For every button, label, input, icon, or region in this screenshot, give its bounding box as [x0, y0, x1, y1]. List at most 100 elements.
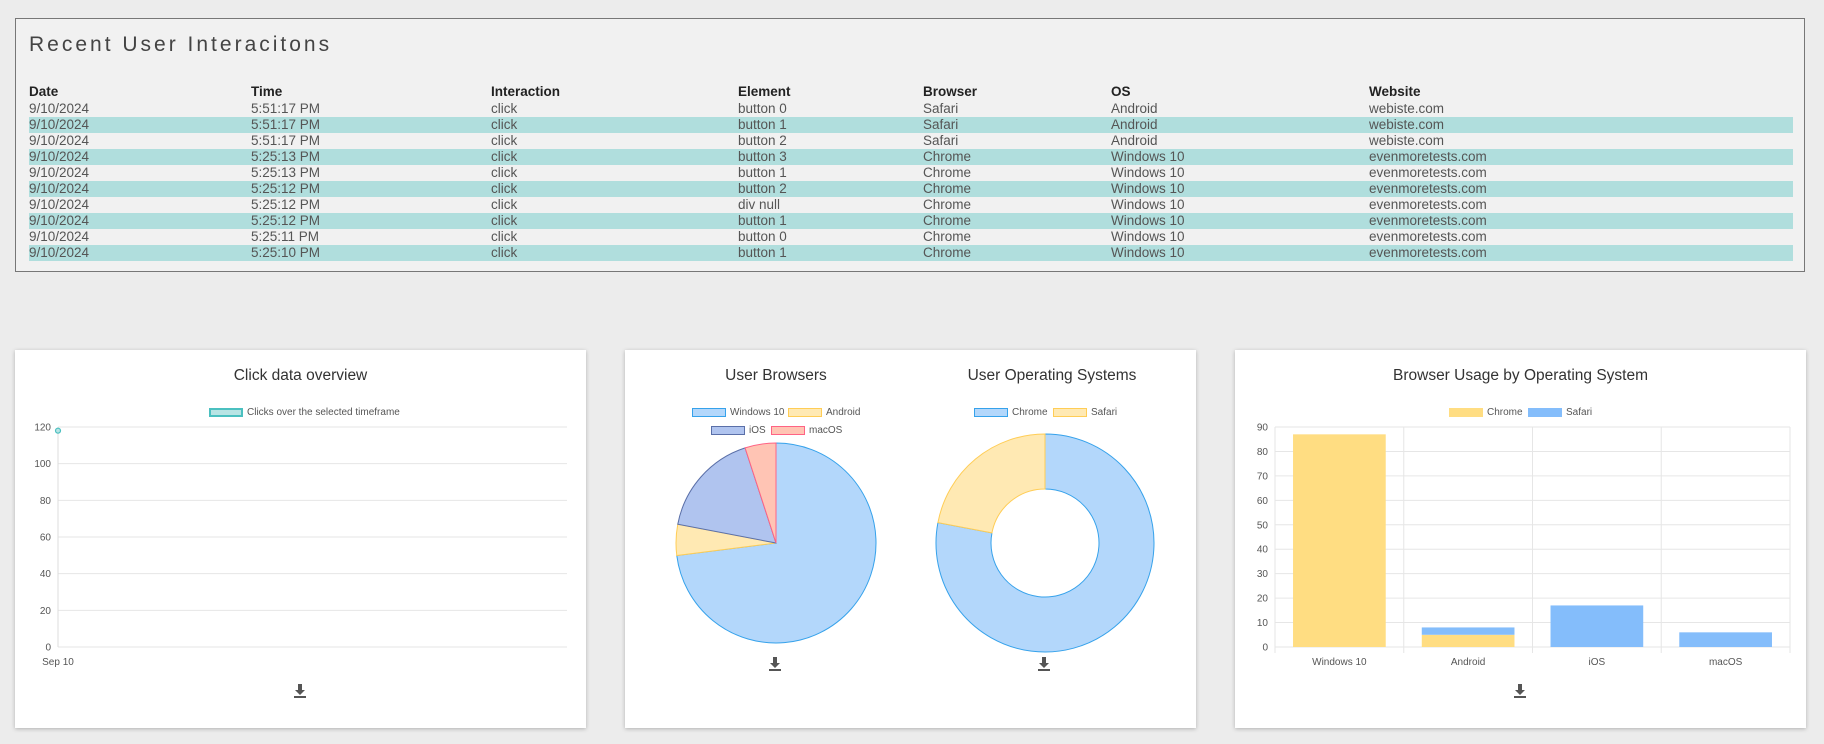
pie-slice-ios[interactable]: [677, 447, 777, 544]
legend-item[interactable]: Chrome: [974, 407, 1048, 418]
legend-item[interactable]: Android: [788, 407, 860, 418]
legend-swatch: [711, 426, 745, 435]
table-cell: Chrome: [923, 181, 1111, 197]
legend-label: Chrome: [1012, 407, 1048, 418]
table-cell: click: [491, 229, 518, 244]
table-row: 9/10/2024 5:25:10 PM click button 1 Chrome Wi…: [29, 245, 1793, 261]
table-cell: Chrome: [923, 165, 972, 180]
table-row: 9/10/2024 5:51:17 PM click button 1 Safari An…: [29, 117, 1793, 133]
legend-label: Android: [826, 407, 861, 418]
table-cell: button 1: [738, 165, 787, 180]
table-cell: 5:25:12 PM: [251, 197, 321, 212]
table-cell: button 2: [738, 181, 923, 197]
legend-label: Clicks over the selected timeframe: [247, 407, 400, 418]
bar-safari[interactable]: [1679, 632, 1772, 647]
table-cell: Safari: [923, 101, 959, 116]
legend-item[interactable]: Chrome: [1449, 407, 1523, 418]
column-header-element: Element: [738, 84, 791, 99]
pie-slice-macos[interactable]: [744, 442, 777, 544]
table-cell: Chrome: [923, 213, 1111, 229]
table-cell: webiste.com: [1369, 133, 1445, 148]
table-cell: click: [491, 213, 738, 229]
table-cell: button 2: [738, 133, 787, 148]
legend-swatch: [771, 426, 805, 435]
table-cell: div null: [738, 197, 781, 212]
table-cell: evenmoretests.com: [1369, 245, 1793, 261]
legend-swatch: [788, 408, 822, 417]
x-tick-label: Android: [1451, 657, 1485, 668]
legend-swatch: [209, 408, 243, 417]
table-cell: button 1: [738, 213, 923, 229]
browser-usage-chart: 0 10 20 30 40 50 60 70 80 90 Windows 10 Android iOS m…: [1257, 423, 1791, 668]
pie-slice-chrome[interactable]: [935, 433, 1155, 653]
table-cell: Chrome: [923, 245, 1111, 261]
y-tick-label: 90: [1257, 423, 1269, 434]
table-cell: click: [491, 165, 518, 180]
legend-label: Safari: [1091, 407, 1118, 418]
table-row: 9/10/2024 5:25:11 PM click button 0 Chrome Wi…: [29, 229, 1793, 245]
table-cell: Safari: [923, 117, 1111, 133]
legend-swatch: [974, 408, 1008, 417]
table-cell: 9/10/2024: [29, 101, 90, 116]
y-tick-label: 20: [1257, 594, 1269, 605]
interactions-table: Date Time Interaction Element Browser OS Websi…: [29, 83, 1793, 261]
y-tick-label: 80: [1257, 447, 1269, 458]
bar-safari[interactable]: [1550, 605, 1644, 647]
pie-charts: [675, 433, 1155, 653]
legend-item[interactable]: iOS: [711, 425, 766, 436]
table-cell: 5:25:13 PM: [251, 165, 321, 180]
table-cell: 9/10/2024: [29, 197, 90, 212]
click-overview-legend[interactable]: Clicks over the selected timeframe: [209, 407, 400, 418]
bar-chrome[interactable]: [1421, 634, 1515, 647]
y-tick-label: 0: [45, 643, 51, 654]
y-tick-label: 100: [34, 459, 51, 470]
y-tick-label: 0: [1262, 643, 1268, 654]
y-tick-label: 20: [40, 606, 52, 617]
user-browsers-title: User Browsers: [725, 367, 827, 384]
table-cell: evenmoretests.com: [1369, 229, 1487, 244]
x-tick-label: iOS: [1589, 657, 1606, 668]
table-cell: 9/10/2024: [29, 133, 90, 148]
legend-swatch: [1528, 408, 1562, 417]
data-point[interactable]: [54, 427, 62, 434]
table-cell: Android: [1111, 101, 1158, 116]
table-cell: 9/10/2024: [29, 181, 251, 197]
pie-charts-card: User Browsers User Operating Systems Win…: [625, 350, 1196, 728]
download-icon[interactable]: [768, 656, 782, 672]
table-cell: button 0: [738, 101, 787, 116]
legend-swatch: [1449, 408, 1483, 417]
bar-chrome[interactable]: [1293, 434, 1386, 647]
table-cell: 9/10/2024: [29, 117, 251, 133]
y-tick-label: 60: [40, 533, 52, 544]
browser-usage-title: Browser Usage by Operating System: [1393, 367, 1648, 384]
table-cell: 5:25:10 PM: [251, 245, 491, 261]
table-cell: Windows 10: [1111, 213, 1369, 229]
y-tick-label: 30: [1257, 569, 1269, 580]
legend-item[interactable]: Safari: [1528, 407, 1592, 418]
download-icon[interactable]: [293, 683, 307, 699]
download-icon[interactable]: [1037, 656, 1051, 672]
legend-label: Safari: [1566, 407, 1593, 418]
legend-swatch: [1053, 408, 1087, 417]
column-header-website: Website: [1369, 84, 1421, 99]
table-cell: 5:25:12 PM: [251, 181, 491, 197]
table-cell: button 3: [738, 149, 923, 165]
user-os-title: User Operating Systems: [967, 367, 1137, 384]
legend-item[interactable]: Safari: [1053, 407, 1117, 418]
table-cell: click: [491, 101, 518, 116]
table-cell: evenmoretests.com: [1369, 149, 1793, 165]
legend-label: Chrome: [1487, 407, 1523, 418]
x-tick-label: Windows 10: [1312, 657, 1367, 668]
table-cell: 9/10/2024: [29, 165, 90, 180]
table-cell: button 1: [738, 117, 923, 133]
download-icon[interactable]: [1513, 683, 1527, 699]
table-cell: click: [491, 245, 738, 261]
table-cell: 5:51:17 PM: [251, 117, 491, 133]
legend-item[interactable]: macOS: [771, 425, 842, 436]
legend-item[interactable]: Windows 10: [692, 407, 784, 418]
table-cell: Safari: [923, 133, 959, 148]
x-tick-label: macOS: [1709, 657, 1743, 668]
bar-safari[interactable]: [1421, 627, 1515, 635]
table-cell: Windows 10: [1111, 245, 1369, 261]
pie-slice-safari[interactable]: [937, 433, 1046, 534]
